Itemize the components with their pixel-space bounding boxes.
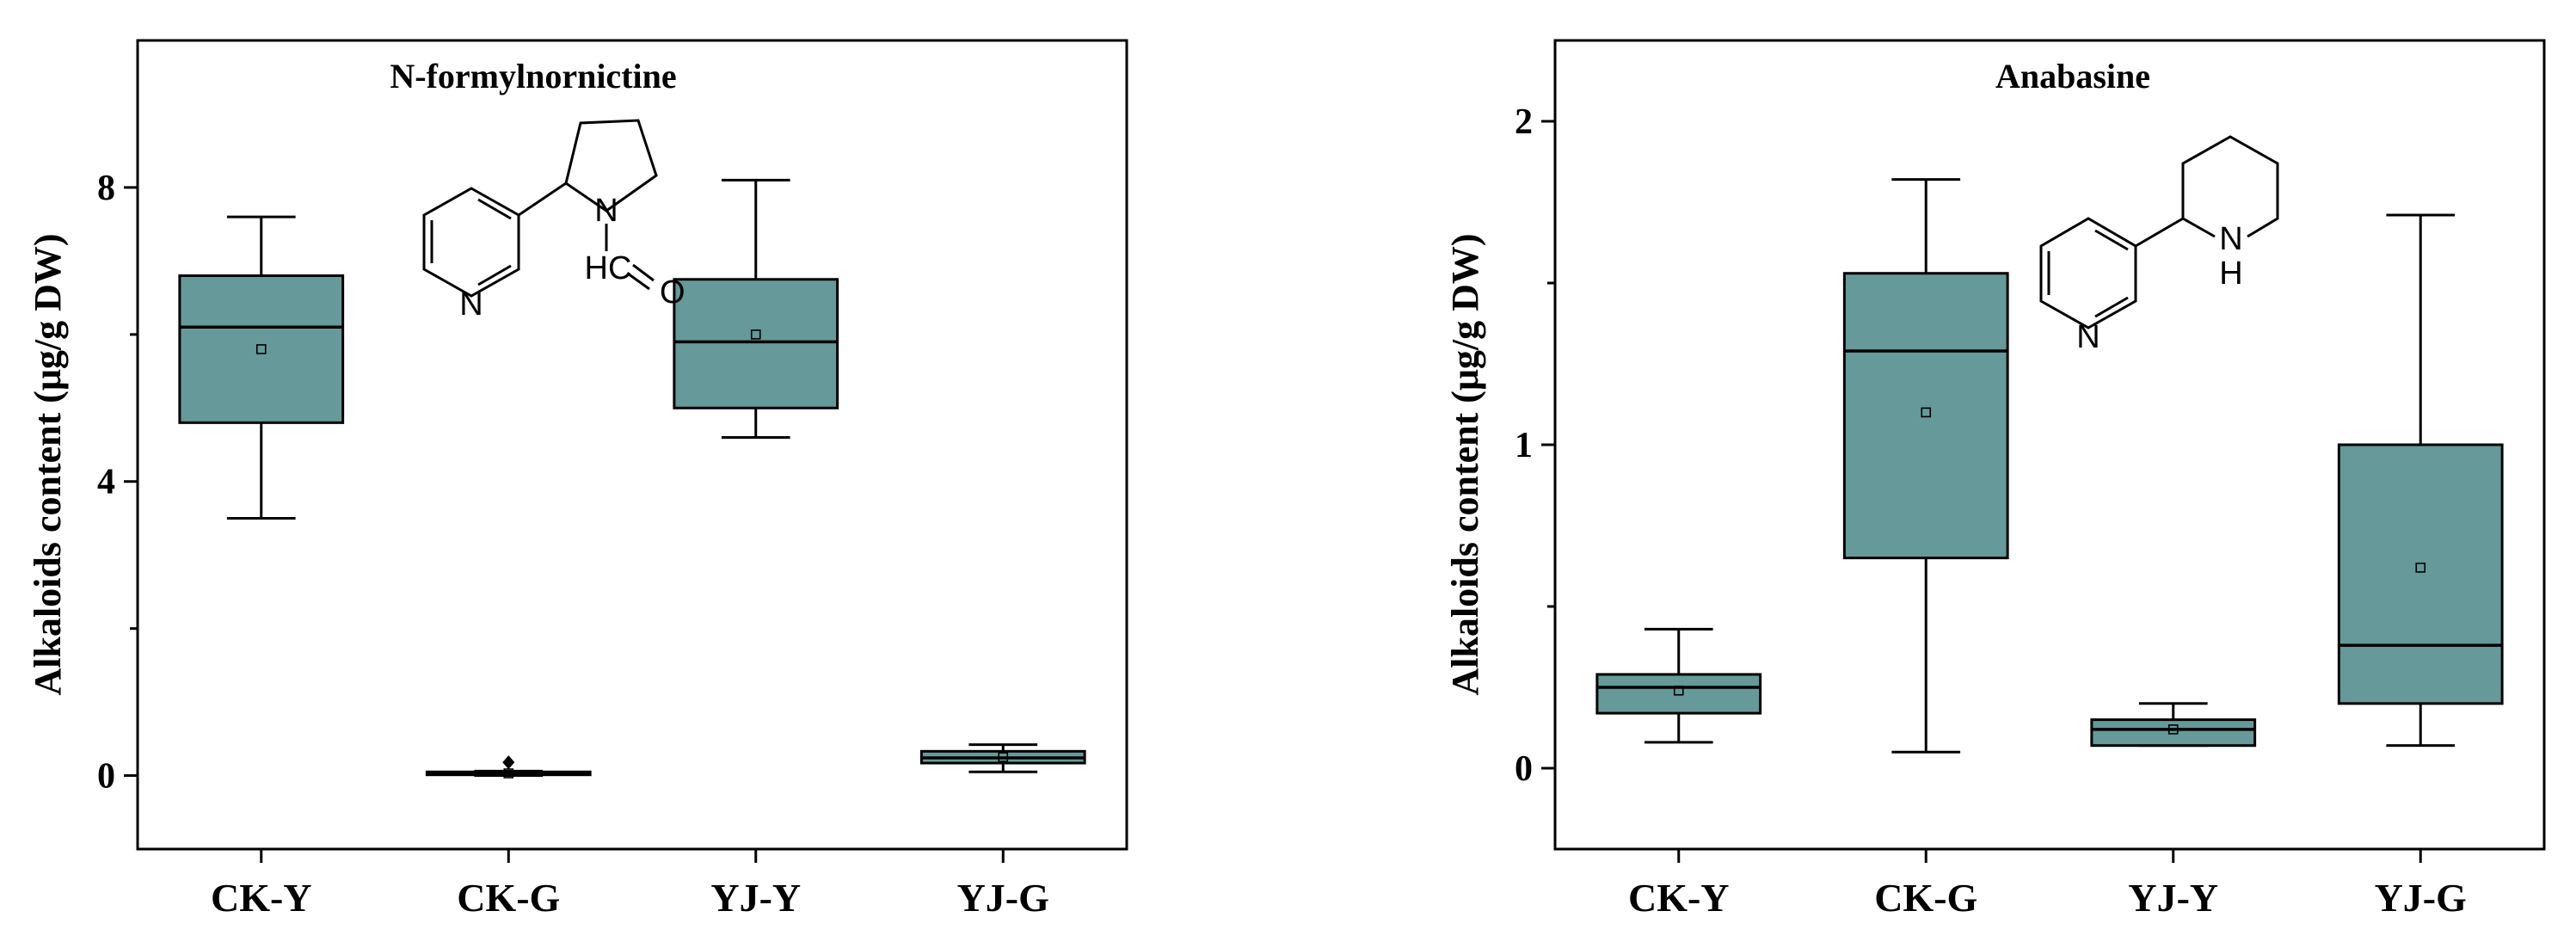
box-yj-y (2090, 702, 2257, 748)
pyridine-ring (422, 187, 520, 298)
x-category-label: CK-G (457, 876, 560, 920)
x-category-label: YJ-Y (2128, 876, 2218, 920)
mean-marker (998, 752, 1009, 762)
chart-title: Anabasine (1995, 57, 2150, 95)
chart-title: N-formylnornictine (390, 57, 676, 95)
x-category-label: YJ-G (957, 876, 1049, 920)
iqr-box (2090, 718, 2257, 748)
atom-ring-n: N (459, 286, 483, 323)
box-ck-y (178, 215, 345, 520)
atom-formyl-hc: HC (585, 250, 632, 286)
box-series (178, 178, 1086, 779)
y-tick-label: 8 (97, 169, 115, 208)
atom-pyrrolidine-n: N (594, 193, 618, 229)
y-axis-title: Alkaloids content (μg/g DW) (1444, 233, 1486, 695)
pyrrolidine-ring (564, 119, 658, 212)
atom-oxygen: O (660, 274, 685, 311)
chart-anabasine: Anabasine Alkaloids content (μg/g DW) 0 1… (1444, 39, 2546, 920)
y-tick-label: 1 (1515, 426, 1533, 465)
y-tick-label: 0 (97, 757, 115, 797)
box-ck-g (425, 755, 592, 779)
mean-marker (1673, 685, 1684, 696)
x-category-label: CK-G (1874, 876, 1977, 920)
y-tick-label: 0 (1515, 749, 1533, 789)
ring-link-bond (2135, 217, 2184, 248)
x-category-labels: CK-Y CK-G YJ-Y YJ-G (211, 849, 1049, 920)
box-yj-g (2337, 213, 2504, 748)
molecule-structure (422, 119, 658, 298)
mean-marker (255, 344, 267, 354)
mean-marker (2167, 724, 2179, 735)
iqr-box (2337, 443, 2504, 705)
iqr-box (1595, 673, 1762, 715)
x-category-label: CK-Y (1628, 876, 1730, 920)
piperidine-ring (2181, 135, 2279, 238)
y-axis-title: Alkaloids content (μg/g DW) (27, 233, 69, 695)
mean-marker (1921, 407, 1932, 418)
box-ck-y (1595, 627, 1762, 744)
iqr-box (1842, 272, 2009, 560)
y-tick-label: 2 (1515, 102, 1533, 142)
outlier-point (502, 755, 515, 770)
box-yj-y (673, 178, 839, 439)
x-category-labels: CK-Y CK-G YJ-Y YJ-G (1628, 849, 2467, 920)
y-ticks: 0 1 2 (1515, 102, 1555, 789)
ring-link-bond (518, 182, 567, 217)
plot-frame (136, 39, 1128, 851)
x-category-label: YJ-G (2375, 876, 2467, 920)
y-tick-label: 4 (97, 463, 115, 502)
pyridine-ring (2039, 217, 2137, 329)
box-yj-g (919, 743, 1086, 773)
x-category-label: CK-Y (211, 876, 312, 920)
atom-nh-h: H (2219, 255, 2242, 292)
x-category-label: YJ-Y (710, 876, 801, 920)
box-ck-g (1842, 178, 2009, 754)
mean-marker (750, 329, 761, 340)
atom-ring-n: N (2076, 319, 2100, 355)
iqr-box (178, 274, 345, 424)
mean-marker (2415, 563, 2426, 573)
y-ticks: 0 4 8 (97, 169, 138, 797)
atom-nh-label: N (2219, 221, 2242, 257)
box-series (1595, 178, 2504, 754)
chart-n-formylnornictine: N-formylnornictine Alkaloids content (μg… (27, 39, 1128, 920)
iqr-box (673, 278, 839, 409)
molecule-structure (2039, 135, 2279, 329)
